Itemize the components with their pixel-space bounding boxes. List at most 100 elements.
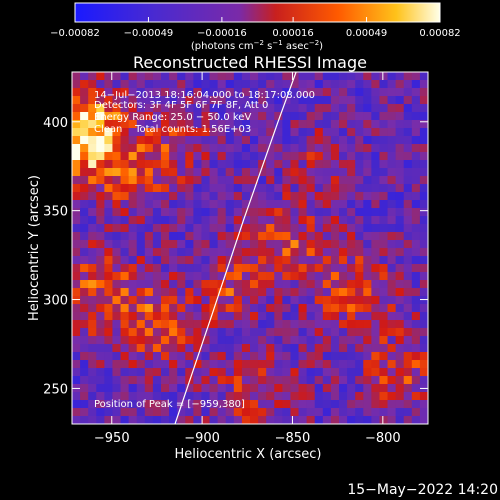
heatmap-cell bbox=[193, 376, 203, 385]
heatmap-cell bbox=[282, 248, 292, 257]
heatmap-cell bbox=[193, 192, 203, 201]
heatmap-cell bbox=[403, 288, 413, 297]
heatmap-cell bbox=[330, 120, 340, 129]
heatmap-cell bbox=[258, 304, 267, 313]
heatmap-cell bbox=[80, 80, 89, 89]
heatmap-cell bbox=[225, 344, 235, 353]
heatmap-cell bbox=[298, 352, 308, 361]
heatmap-cell bbox=[266, 120, 275, 129]
heatmap-cell bbox=[379, 264, 389, 273]
heatmap-cell bbox=[379, 200, 389, 209]
heatmap-cell bbox=[314, 368, 324, 377]
heatmap-cell bbox=[387, 176, 397, 185]
heatmap-cell bbox=[395, 392, 405, 401]
heatmap-cell bbox=[274, 296, 283, 305]
heatmap-cell bbox=[411, 296, 421, 305]
heatmap-cell bbox=[136, 128, 146, 137]
heatmap-cell bbox=[355, 376, 364, 385]
heatmap-cell bbox=[152, 112, 162, 121]
heatmap-cell bbox=[403, 104, 413, 113]
heatmap-cell bbox=[355, 368, 364, 377]
heatmap-cell bbox=[152, 408, 162, 417]
heatmap-cell bbox=[169, 120, 178, 129]
heatmap-cell bbox=[144, 312, 154, 321]
heatmap-cell bbox=[96, 96, 105, 105]
heatmap-cell bbox=[419, 80, 428, 89]
heatmap-cell bbox=[241, 280, 251, 289]
heatmap-cell bbox=[241, 120, 251, 129]
heatmap-cell bbox=[161, 144, 170, 153]
heatmap-cell bbox=[330, 128, 340, 137]
heatmap-cell bbox=[193, 152, 203, 161]
heatmap-cell bbox=[128, 208, 138, 217]
heatmap-cell bbox=[241, 240, 251, 249]
heatmap-cell bbox=[72, 104, 81, 113]
heatmap-cell bbox=[347, 96, 356, 105]
heatmap-cell bbox=[152, 360, 162, 369]
heatmap-cell bbox=[161, 376, 170, 385]
heatmap-cell bbox=[371, 344, 381, 353]
heatmap-cell bbox=[347, 304, 356, 313]
heatmap-cell bbox=[339, 80, 348, 89]
heatmap-cell bbox=[347, 200, 356, 209]
heatmap-cell bbox=[282, 408, 292, 417]
date-stamp: 15−May−2022 14:20 bbox=[347, 482, 498, 498]
heatmap-cell bbox=[290, 112, 300, 121]
heatmap-cell bbox=[371, 168, 381, 177]
heatmap-cell bbox=[298, 192, 308, 201]
heatmap-cell bbox=[217, 200, 227, 209]
heatmap-cell bbox=[136, 176, 146, 185]
heatmap-cell bbox=[96, 344, 105, 353]
heatmap-cell bbox=[201, 408, 211, 417]
heatmap-cell bbox=[177, 280, 186, 289]
heatmap-cell bbox=[144, 224, 154, 233]
heatmap-cell bbox=[144, 136, 154, 145]
heatmap-cell bbox=[266, 336, 275, 345]
heatmap-cell bbox=[193, 368, 203, 377]
heatmap-cell bbox=[330, 224, 340, 233]
heatmap-cell bbox=[339, 360, 348, 369]
heatmap-cell bbox=[233, 128, 243, 137]
heatmap-cell bbox=[233, 224, 243, 233]
heatmap-cell bbox=[193, 88, 203, 97]
heatmap-cell bbox=[330, 216, 340, 225]
heatmap-cell bbox=[161, 304, 170, 313]
heatmap-cell bbox=[185, 400, 194, 409]
heatmap-cell bbox=[347, 112, 356, 121]
heatmap-cell bbox=[104, 152, 114, 161]
heatmap-cell bbox=[72, 376, 81, 385]
heatmap-cell bbox=[209, 216, 219, 225]
heatmap-cell bbox=[258, 392, 267, 401]
heatmap-cell bbox=[241, 104, 251, 113]
heatmap-cell bbox=[128, 264, 138, 273]
heatmap-cell bbox=[80, 184, 89, 193]
heatmap-cell bbox=[161, 88, 170, 97]
heatmap-cell bbox=[403, 160, 413, 169]
heatmap-cell bbox=[411, 240, 421, 249]
heatmap-cell bbox=[185, 328, 194, 337]
heatmap-cell bbox=[250, 192, 259, 201]
heatmap-cell bbox=[387, 160, 397, 169]
heatmap-cell bbox=[298, 288, 308, 297]
heatmap-cell bbox=[72, 160, 81, 169]
heatmap-cell bbox=[306, 144, 316, 153]
heatmap-cell bbox=[363, 240, 372, 249]
heatmap-cell bbox=[395, 296, 405, 305]
heatmap-cell bbox=[161, 112, 170, 121]
heatmap-cell bbox=[274, 416, 283, 424]
heatmap-cell bbox=[161, 352, 170, 361]
heatmap-cell bbox=[120, 192, 130, 201]
heatmap-cell bbox=[120, 296, 130, 305]
heatmap-cell bbox=[298, 328, 308, 337]
heatmap-cell bbox=[355, 72, 364, 81]
heatmap-cell bbox=[80, 208, 89, 217]
heatmap-cell bbox=[355, 120, 364, 129]
heatmap-cell bbox=[241, 408, 251, 417]
heatmap-cell bbox=[355, 144, 364, 153]
heatmap-cell bbox=[161, 312, 170, 321]
heatmap-cell bbox=[104, 336, 114, 345]
heatmap-cell bbox=[233, 272, 243, 281]
heatmap-cell bbox=[169, 264, 178, 273]
heatmap-cell bbox=[274, 352, 283, 361]
heatmap-cell bbox=[169, 344, 178, 353]
